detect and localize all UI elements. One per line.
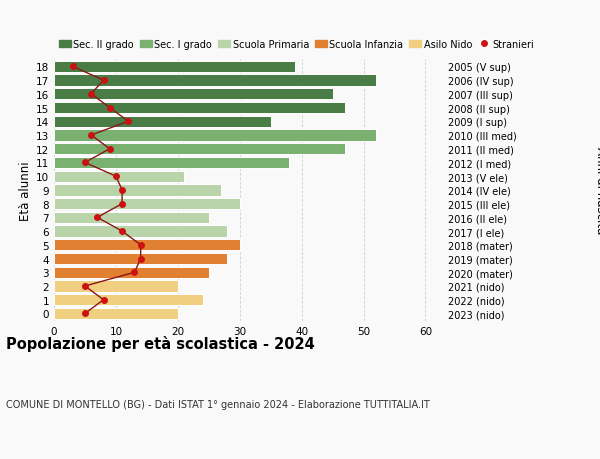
Bar xyxy=(54,267,209,278)
Bar xyxy=(54,103,345,114)
Bar xyxy=(54,199,240,210)
Bar xyxy=(54,130,376,141)
Bar xyxy=(54,253,227,264)
Point xyxy=(105,146,115,153)
Y-axis label: Età alunni: Età alunni xyxy=(19,161,32,220)
Point xyxy=(136,255,145,263)
Bar xyxy=(54,281,178,292)
Point xyxy=(99,297,109,304)
Point xyxy=(92,214,102,222)
Bar xyxy=(54,75,376,86)
Text: Popolazione per età scolastica - 2024: Popolazione per età scolastica - 2024 xyxy=(6,335,315,351)
Point xyxy=(117,201,127,208)
Bar xyxy=(54,171,184,182)
Point xyxy=(80,159,90,167)
Point xyxy=(68,63,77,71)
Point xyxy=(124,118,133,126)
Bar xyxy=(54,226,227,237)
Bar xyxy=(54,117,271,128)
Point xyxy=(111,173,121,180)
Point xyxy=(117,187,127,194)
Point xyxy=(80,283,90,290)
Bar xyxy=(54,62,295,73)
Bar xyxy=(54,185,221,196)
Bar xyxy=(54,295,203,306)
Bar xyxy=(54,308,178,319)
Bar xyxy=(54,212,209,224)
Bar xyxy=(54,240,240,251)
Point xyxy=(105,105,115,112)
Y-axis label: Anni di nascita: Anni di nascita xyxy=(594,147,600,234)
Point xyxy=(130,269,139,276)
Point xyxy=(80,310,90,318)
Text: COMUNE DI MONTELLO (BG) - Dati ISTAT 1° gennaio 2024 - Elaborazione TUTTITALIA.I: COMUNE DI MONTELLO (BG) - Dati ISTAT 1° … xyxy=(6,399,430,409)
Point xyxy=(86,91,96,98)
Point xyxy=(136,241,145,249)
Bar xyxy=(54,144,345,155)
Point xyxy=(99,77,109,84)
Bar xyxy=(54,89,332,100)
Point xyxy=(86,132,96,140)
Bar xyxy=(54,157,289,169)
Point xyxy=(117,228,127,235)
Legend: Sec. II grado, Sec. I grado, Scuola Primaria, Scuola Infanzia, Asilo Nido, Stran: Sec. II grado, Sec. I grado, Scuola Prim… xyxy=(59,39,535,50)
